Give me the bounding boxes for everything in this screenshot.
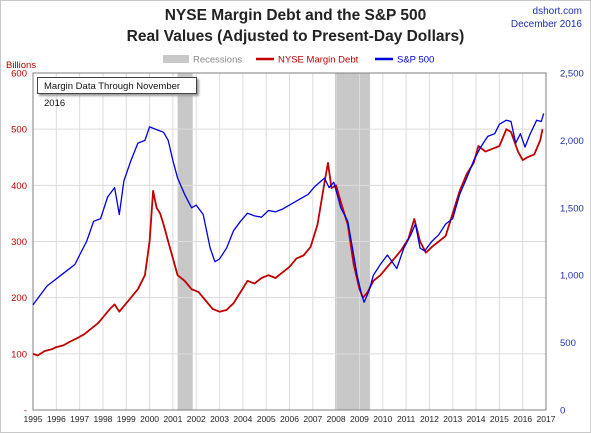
- series-lines: [32, 113, 545, 357]
- x-axis-tick-label: 1995: [24, 414, 43, 424]
- series-line-margin-debt: [32, 128, 544, 357]
- legend: Recessions NYSE Margin Debt S&P 500: [163, 55, 434, 66]
- x-axis-tick-label: 2000: [140, 414, 159, 424]
- x-axis-tick-label: 2002: [187, 414, 206, 424]
- legend-label: NYSE Margin Debt: [278, 55, 359, 66]
- x-axis-tick-label: 1996: [47, 414, 66, 424]
- x-axis-tick-label: 1999: [117, 414, 136, 424]
- x-axis-tick-label: 1998: [93, 414, 112, 424]
- right-axis-tick-label: 0: [560, 406, 565, 417]
- x-axis-tick-label: 2005: [257, 414, 276, 424]
- x-axis-tick-label: 2004: [233, 414, 252, 424]
- x-axis-tick-label: 2011: [397, 414, 416, 424]
- right-axis-tick-label: 2,000: [560, 136, 584, 147]
- left-axis-tick-label: 200: [11, 293, 27, 304]
- left-axis-unit-label: Billions: [6, 60, 37, 71]
- grid-lines: [33, 73, 546, 410]
- legend-swatch-recessions: [163, 55, 189, 63]
- x-axis-tick-label: 2009: [350, 414, 369, 424]
- source-credit: dshort.com: [532, 6, 582, 17]
- source-date: December 2016: [510, 19, 582, 30]
- x-axis-tick-label: 2007: [303, 414, 322, 424]
- x-axis-tick-label: 2001: [163, 414, 182, 424]
- left-axis-tick-label: 600: [11, 69, 27, 80]
- data-note: Margin Data Through November 2016: [37, 77, 197, 109]
- legend-label: Recessions: [193, 55, 242, 66]
- left-axis-tick-label: -: [24, 406, 27, 417]
- series-line-sp500: [32, 113, 545, 306]
- right-axis-tick-label: 1,500: [560, 203, 584, 214]
- x-axis-tick-label: 2015: [490, 414, 509, 424]
- right-axis-tick-label: 1,000: [560, 271, 584, 282]
- x-axis-tick-label: 1997: [70, 414, 89, 424]
- chart-title: NYSE Margin Debt and the S&P 500: [164, 7, 427, 24]
- x-axis-tick-label: 2003: [210, 414, 229, 424]
- left-axis-ticks: - 100 200 300 400 500 600: [11, 69, 27, 417]
- right-axis-tick-label: 500: [560, 338, 576, 349]
- legend-label: S&P 500: [397, 55, 434, 66]
- x-axis-ticks: 1995 1996 1997 1998 1999 2000 2001 2002 2003 2004…: [24, 414, 556, 424]
- x-axis-tick-label: 2008: [327, 414, 346, 424]
- chart-subtitle: Real Values (Adjusted to Present-Day Dol…: [126, 28, 465, 45]
- left-axis-tick-label: 300: [11, 237, 27, 248]
- right-axis-ticks: 0 500 1,000 1,500 2,000 2,500: [560, 69, 584, 417]
- left-axis-tick-label: 500: [11, 125, 27, 136]
- x-axis-tick-label: 2013: [443, 414, 462, 424]
- x-axis-tick-label: 2017: [537, 414, 556, 424]
- x-axis-tick-label: 2014: [467, 414, 486, 424]
- x-axis-tick-label: 2006: [280, 414, 299, 424]
- left-axis-tick-label: 100: [11, 349, 27, 360]
- right-axis-tick-label: 2,500: [560, 69, 584, 80]
- x-axis-tick-label: 2010: [373, 414, 392, 424]
- left-axis-tick-label: 400: [11, 181, 27, 192]
- plot-area-border: [32, 72, 547, 411]
- x-axis-tick-label: 2012: [420, 414, 439, 424]
- x-axis-tick-label: 2016: [513, 414, 532, 424]
